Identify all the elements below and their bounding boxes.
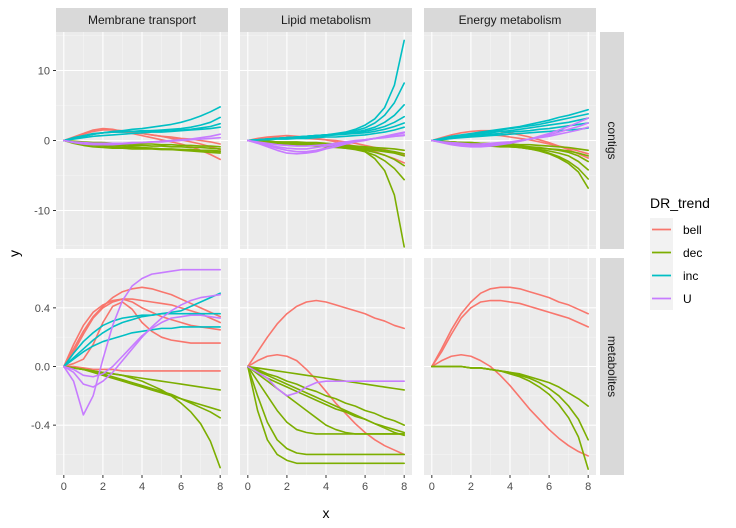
series-line-inc [63, 326, 221, 368]
x-tick-label: 6 [546, 481, 552, 493]
facet-strip-label: Energy metabolism [459, 13, 562, 27]
x-tick-label: 8 [585, 481, 591, 493]
y-tick-label: 10 [38, 66, 50, 78]
x-tick-label: 4 [139, 481, 145, 493]
series-line-dec [63, 365, 221, 412]
series-line-bell [63, 298, 221, 368]
x-tick-label: 0 [61, 481, 67, 493]
series-line-dec [247, 365, 405, 465]
facet-strip-contigs [600, 32, 624, 249]
facet-strip-membrane-transport [56, 8, 228, 32]
series-line-dec [247, 365, 405, 426]
series-line-u [63, 268, 221, 416]
series-line-dec [247, 365, 405, 437]
series-line-inc [247, 126, 405, 142]
series-line-dec [63, 365, 221, 391]
x-tick-label: 2 [468, 481, 474, 493]
legend-label: dec [683, 246, 702, 260]
x-tick-label: 2 [284, 481, 290, 493]
series-line-u [431, 126, 589, 145]
series-line-bell [63, 301, 221, 368]
x-tick-label: 0 [245, 481, 251, 493]
y-tick-label: 0 [44, 136, 50, 148]
axes-layer: -10 0 10 -0.4 0.0 0.4 0 2 4 6 8 0 2 4 6 8 0 2 4 6 8 x y [6, 66, 591, 522]
x-tick-label: 4 [323, 481, 329, 493]
series-line-u [63, 314, 221, 378]
series-line-dec [247, 365, 405, 456]
legend-label: bell [683, 223, 702, 237]
series-line-dec [63, 139, 221, 153]
y-tick-label: 0.4 [35, 303, 50, 315]
series-line-bell [63, 365, 221, 372]
series-line-bell [247, 299, 405, 368]
strip-labels-layer: Membrane transport Lipid metabolism Energy… [56, 8, 624, 475]
series-line-inc [63, 292, 221, 368]
series-line-bell [431, 286, 589, 368]
series-line-inc [63, 122, 221, 142]
y-tick-label: -10 [34, 206, 50, 218]
series-line-inc [63, 126, 221, 142]
x-tick-label: 0 [429, 481, 435, 493]
x-tick-label: 2 [100, 481, 106, 493]
y-axis-title: y [6, 250, 22, 257]
series-line-bell [431, 299, 589, 368]
series-line-bell [431, 353, 589, 457]
y-tick-label: -0.4 [31, 420, 50, 432]
series-line-dec [431, 365, 589, 407]
facet-strip-label: metabolites [605, 336, 619, 397]
series-line-bell [247, 353, 405, 456]
series-line-bell [63, 298, 221, 368]
facet-strip-label: Membrane transport [88, 13, 197, 27]
series-line-u [63, 293, 221, 388]
facet-strip-label: contigs [605, 121, 619, 159]
facet-strip-lipid-metabolism [240, 8, 412, 32]
x-tick-label: 6 [178, 481, 184, 493]
series-line-u [63, 136, 221, 145]
legend-title: DR_trend [650, 195, 710, 211]
x-tick-label: 4 [507, 481, 513, 493]
facet-strip-metabolites [600, 258, 624, 475]
series-line-u [247, 365, 405, 397]
x-tick-label: 6 [362, 481, 368, 493]
series-line-dec [247, 365, 405, 391]
series-line-dec [247, 365, 405, 435]
panels-layer [56, 32, 596, 475]
facet-strip-label: Lipid metabolism [281, 13, 371, 27]
y-tick-label: 0.0 [35, 362, 50, 374]
legend-label: inc [683, 269, 698, 283]
x-tick-label: 8 [217, 481, 223, 493]
series-line-inc [63, 312, 221, 368]
x-tick-label: 8 [401, 481, 407, 493]
legend-label: U [683, 292, 692, 306]
facet-strip-energy-metabolism [424, 8, 596, 32]
series-line-u [247, 134, 405, 147]
x-axis-title: x [323, 505, 330, 521]
